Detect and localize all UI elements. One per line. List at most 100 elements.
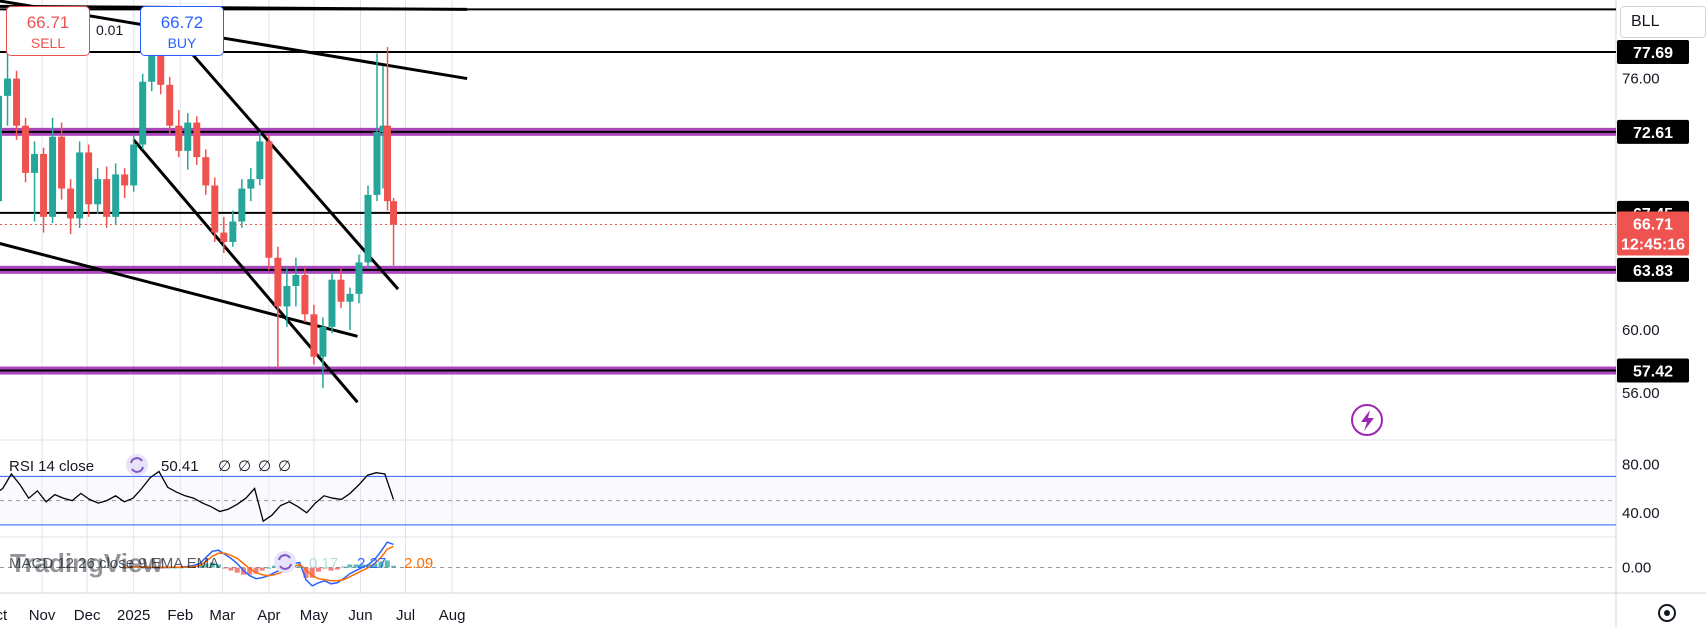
rsi-tick-label: 40.00 [1622, 505, 1660, 522]
candle-body [157, 37, 165, 85]
macd-histogram-bar [334, 567, 340, 570]
macd-pane [0, 541, 1616, 587]
level-label: 77.69 [1633, 45, 1673, 62]
y-tick-label: 56.00 [1622, 385, 1660, 402]
candle-body [175, 125, 183, 151]
candle-body [247, 179, 255, 189]
candle-body [346, 293, 354, 302]
watermark-logo: TradingView [10, 548, 163, 578]
candle-body [265, 141, 273, 258]
sell-button[interactable]: 66.71 SELL [6, 6, 90, 56]
candle-body [112, 174, 120, 217]
buy-button[interactable]: 66.72 BUY [140, 6, 224, 56]
axes: Oct Nov Dec 2025 Feb Mar Apr May Jun Jul Aug 56.00 6… [0, 40, 1689, 624]
level-label-box [1617, 40, 1689, 65]
rsi-na-3: ∅ [258, 458, 271, 475]
candle-body [256, 141, 264, 180]
macd-histogram-bar [259, 567, 265, 571]
macd-histogram-bar [297, 565, 303, 568]
macd-histogram-bar [341, 566, 347, 568]
candle-body [148, 37, 156, 82]
candle-body [328, 279, 336, 327]
macd-histogram-bar [384, 560, 390, 568]
macd-histogram-bar [328, 567, 334, 571]
macd-settings-icon[interactable] [274, 551, 296, 573]
x-tick-label: May [300, 607, 329, 624]
macd-hist-value: 0.17 [309, 555, 338, 572]
macd-histogram-bar [209, 562, 215, 568]
candle-body [310, 314, 318, 357]
rsi-na-1: ∅ [218, 458, 231, 475]
y-tick-label: 60.00 [1622, 322, 1660, 339]
candle-body [292, 275, 300, 286]
macd-histogram-bar [303, 567, 309, 578]
candle-body [103, 179, 111, 217]
candle-body [40, 154, 48, 217]
symbol-selector[interactable]: BLL [1620, 6, 1706, 38]
rsi-line [0, 470, 395, 523]
macd-histogram-bar [391, 565, 397, 568]
y-tick-label: 76.00 [1622, 71, 1660, 88]
candle-body [220, 232, 228, 242]
candle-body [238, 188, 246, 222]
macd-histogram-bar [347, 564, 353, 568]
candle-body [229, 221, 237, 242]
candle-body [319, 326, 327, 357]
macd-tick-label: 0.00 [1622, 560, 1651, 577]
x-tick-label: Jun [348, 607, 372, 624]
macd-signal-line [124, 545, 394, 582]
macd-histogram-bar [272, 565, 278, 568]
macd-histogram-bar [322, 567, 328, 569]
x-tick-label: 2025 [117, 607, 150, 624]
candle-body [337, 279, 345, 302]
macd-histogram-bar [228, 567, 234, 571]
candle-body [390, 201, 398, 225]
candle-body [121, 174, 129, 186]
candle-body [76, 152, 84, 219]
x-tick-label: Apr [257, 607, 280, 624]
candle-body [94, 179, 102, 205]
x-tick-label: Dec [74, 607, 101, 624]
candle-body [130, 144, 138, 186]
current-price-box [1617, 211, 1689, 256]
candle-body [274, 257, 282, 307]
macd-histogram-bar [309, 567, 315, 578]
candle-body [202, 157, 210, 186]
candle-body [4, 78, 12, 96]
candle-body [58, 136, 66, 189]
x-tick-label: Feb [167, 607, 193, 624]
candle-body [211, 185, 219, 233]
macd-histogram-bar [253, 567, 259, 574]
level-label: 72.61 [1633, 125, 1673, 142]
buy-price: 66.72 [160, 13, 204, 32]
spread-value: 0.01 [96, 22, 124, 38]
rsi-na-4: ∅ [278, 458, 291, 475]
candle-body [355, 262, 363, 294]
x-tick-label: Aug [439, 607, 466, 624]
macd-histogram-bar [203, 563, 209, 568]
candle-body [193, 122, 201, 158]
x-tick-label: Oct [0, 607, 8, 624]
rsi-value: 50.41 [161, 458, 199, 475]
macd-histogram-bar [122, 567, 128, 569]
candle-body [373, 132, 381, 195]
level-label: 57.42 [1633, 364, 1673, 381]
lightning-icon[interactable] [1351, 404, 1383, 436]
macd-histogram-bar [372, 563, 378, 568]
current-price-label: 66.71 [1633, 217, 1673, 234]
level-label-box [1617, 119, 1689, 144]
rsi-title: RSI 14 close [9, 458, 94, 475]
trendline [132, 138, 359, 404]
x-tick-label: Nov [29, 607, 56, 624]
level-label: 63.83 [1633, 263, 1673, 280]
candles [0, 9, 398, 389]
sell-price: 66.71 [26, 13, 70, 32]
candle-body [184, 122, 192, 151]
rsi-tick-label: 80.00 [1622, 456, 1660, 473]
gear-icon[interactable] [1658, 604, 1676, 622]
rsi-settings-icon[interactable] [126, 454, 148, 476]
trendline [152, 8, 400, 291]
x-tick-label: Jul [396, 607, 415, 624]
